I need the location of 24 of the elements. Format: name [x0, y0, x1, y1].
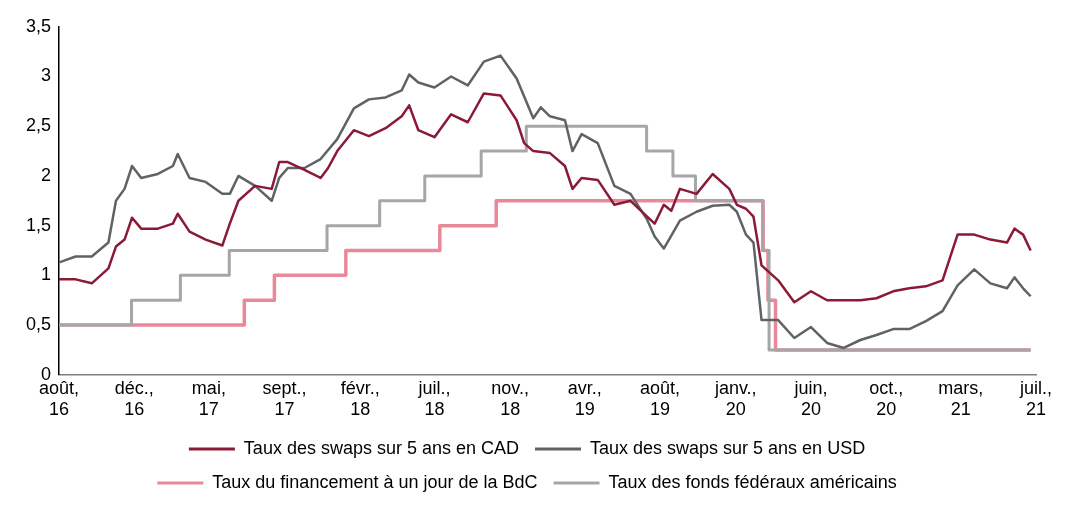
y-tick-label: 0,5 — [25, 314, 52, 335]
x-tick-label: déc., 16 — [114, 377, 154, 420]
x-tick-label: nov., 18 — [491, 377, 530, 420]
legend-label: Taux des swaps sur 5 ans en USD — [590, 437, 866, 458]
legend-label: Taux du financement à un jour de la BdC — [212, 471, 538, 492]
y-tick-label: 3,5 — [25, 15, 52, 36]
legend-label: Taux des swaps sur 5 ans en CAD — [243, 437, 520, 458]
x-tick-label: févr., 18 — [340, 377, 380, 420]
x-tick-label: oct., 20 — [869, 377, 904, 420]
x-tick-label: sept., 17 — [262, 377, 307, 420]
x-tick-label: mars, 21 — [938, 377, 984, 420]
y-tick-label: 1,5 — [25, 214, 52, 235]
x-tick-label: août, 19 — [640, 377, 681, 420]
x-tick-label: juin, 20 — [793, 377, 828, 420]
x-tick-label: avr., 19 — [567, 377, 602, 420]
y-tick-label: 3 — [41, 65, 52, 86]
x-tick-label: juil., 18 — [417, 377, 451, 420]
y-tick-label: 2 — [41, 164, 52, 185]
x-tick-label: juil., 21 — [1018, 377, 1053, 420]
y-tick-label: 1 — [41, 264, 52, 285]
x-tick-label: mai, 17 — [191, 377, 226, 420]
x-tick-label: janv., 20 — [713, 377, 757, 420]
legend-label: Taux des fonds fédéraux américains — [608, 471, 897, 492]
y-tick-label: 2,5 — [25, 115, 52, 136]
